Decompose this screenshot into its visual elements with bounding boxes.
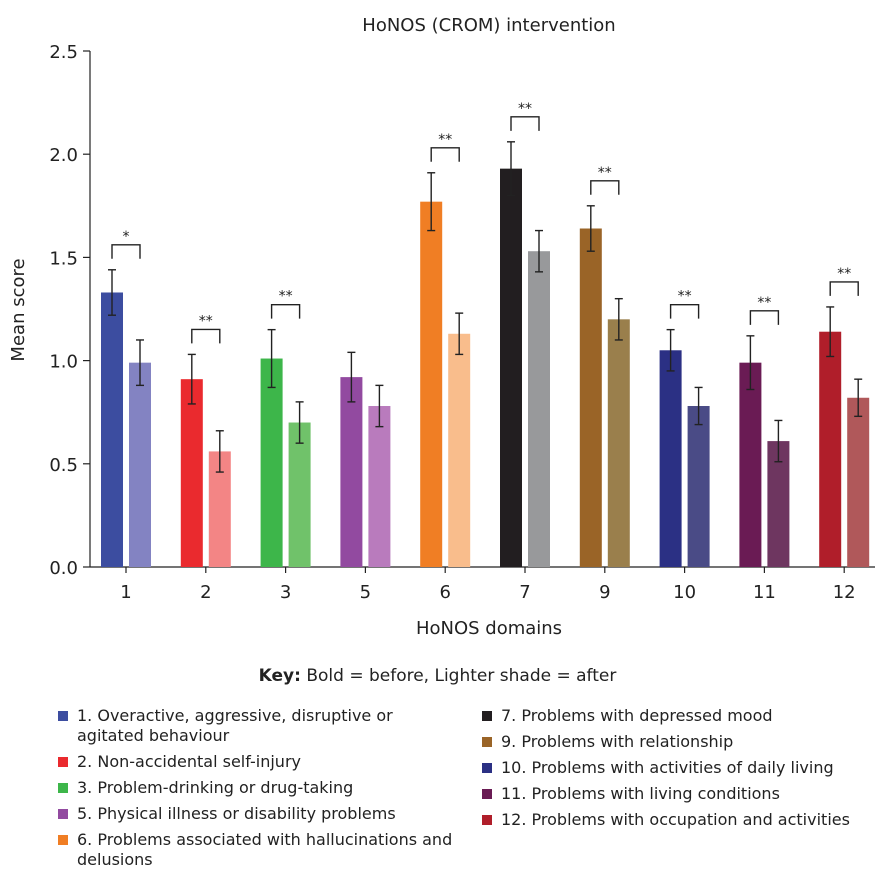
legend-item: 9. Problems with relationship (482, 732, 875, 752)
legend-item: 6. Problems associated with hallucinatio… (58, 830, 458, 870)
legend-item: 5. Physical illness or disability proble… (58, 804, 458, 824)
significance-marker: ** (757, 295, 771, 311)
bar-before-11 (739, 362, 762, 567)
bar-before-6 (420, 201, 443, 567)
significance-bracket (749, 310, 780, 325)
legend-item: 12. Problems with occupation and activit… (482, 810, 875, 830)
significance-marker: ** (279, 289, 293, 305)
legend-swatch (482, 737, 492, 747)
legend-right-column: 7. Problems with depressed mood 9. Proble… (482, 706, 875, 836)
legend-label: 1. Overactive, aggressive, disruptive or… (77, 706, 393, 745)
bar-after-5 (368, 406, 391, 567)
bar-after-3 (288, 422, 311, 567)
legend-label: 9. Problems with relationship (501, 732, 734, 751)
bar-chart: HoNOS (CROM) intervention Mean score HoN… (8, 15, 875, 639)
legend-item: 10. Problems with activities of daily li… (482, 758, 875, 778)
bar-after-12 (847, 397, 870, 567)
legend-swatch (482, 763, 492, 773)
significance-bracket (430, 147, 460, 162)
x-tick-label: 7 (519, 582, 530, 603)
legend-label: 7. Problems with depressed mood (501, 706, 773, 725)
legend-swatch (58, 757, 68, 767)
significance-marker: ** (438, 132, 452, 148)
x-tick-label: 11 (753, 582, 776, 603)
legend-label: 5. Physical illness or disability proble… (77, 804, 396, 823)
chart-title: HoNOS (CROM) intervention (362, 15, 615, 36)
y-tick-label: 2.0 (49, 145, 78, 166)
legend-swatch (482, 815, 492, 825)
legend-left-column: 1. Overactive, aggressive, disruptive or… (58, 706, 458, 876)
key-label: Key: (258, 666, 301, 686)
legend-item: 1. Overactive, aggressive, disruptive or… (58, 706, 458, 746)
significance-bracket (829, 281, 859, 296)
significance-bracket (111, 244, 141, 259)
bar-after-2 (208, 451, 231, 567)
x-tick-label: 9 (599, 582, 610, 603)
x-axis-label: HoNOS domains (416, 618, 562, 639)
bar-before-12 (819, 331, 842, 567)
x-tick-label: 3 (280, 582, 291, 603)
bar-before-7 (500, 168, 522, 567)
bar-after-10 (687, 406, 710, 567)
significance-marker: ** (678, 289, 692, 305)
significance-marker: ** (518, 101, 532, 117)
legend-label: 11. Problems with living conditions (501, 784, 780, 803)
significance-bracket (669, 303, 700, 319)
key-line: Key: Bold = before, Lighter shade = afte… (0, 666, 875, 686)
y-tick-label: 1.0 (49, 352, 78, 373)
x-tick-label: 2 (200, 582, 211, 603)
bar-after-7 (528, 251, 550, 567)
significance-marker: * (123, 229, 130, 245)
legend-item: 2. Non-accidental self-injury (58, 752, 458, 772)
legend-swatch (58, 783, 68, 793)
legend-item: 3. Problem-drinking or drug-taking (58, 778, 458, 798)
bar-after-11 (767, 441, 790, 567)
significance-bracket (191, 328, 221, 344)
bar-before-9 (579, 228, 602, 567)
bar-before-2 (180, 379, 203, 567)
y-tick-label: 2.5 (49, 42, 78, 63)
legend-label: 2. Non-accidental self-injury (77, 752, 301, 771)
significance-marker: ** (837, 266, 851, 282)
legend-label: 10. Problems with activities of daily li… (501, 758, 834, 777)
x-tick-label: 5 (360, 582, 371, 603)
bar-after-6 (448, 333, 471, 567)
legend-label: 12. Problems with occupation and activit… (501, 810, 850, 829)
bar-before-5 (340, 377, 363, 567)
significance-bracket (590, 180, 620, 195)
legend-swatch (58, 711, 68, 721)
y-tick-label: 0.0 (49, 558, 78, 579)
legend-swatch (58, 809, 68, 819)
legend-item: 11. Problems with living conditions (482, 784, 875, 804)
y-tick-label: 1.5 (49, 248, 78, 269)
significance-marker: ** (598, 165, 612, 181)
x-tick-label: 1 (120, 582, 131, 603)
significance-bracket (270, 303, 301, 319)
legend-item: 7. Problems with depressed mood (482, 706, 875, 726)
bar-before-3 (260, 358, 283, 567)
y-axis-label: Mean score (8, 258, 29, 361)
y-tick-label: 0.5 (49, 455, 78, 476)
legend-swatch (482, 711, 492, 721)
x-tick-label: 12 (833, 582, 856, 603)
legend-label: 6. Problems associated with hallucinatio… (77, 830, 453, 869)
key-text: Bold = before, Lighter shade = after (306, 666, 617, 686)
bar-after-9 (607, 319, 630, 567)
significance-marker: ** (199, 313, 213, 329)
bar-after-1 (129, 362, 151, 567)
legend-label: 3. Problem-drinking or drug-taking (77, 778, 354, 797)
bar-before-1 (101, 292, 123, 567)
legend-swatch (58, 835, 68, 845)
significance-bracket (510, 116, 540, 131)
legend-swatch (482, 789, 492, 799)
x-tick-label: 10 (673, 582, 696, 603)
x-tick-label: 6 (439, 582, 450, 603)
bar-before-10 (659, 350, 682, 567)
